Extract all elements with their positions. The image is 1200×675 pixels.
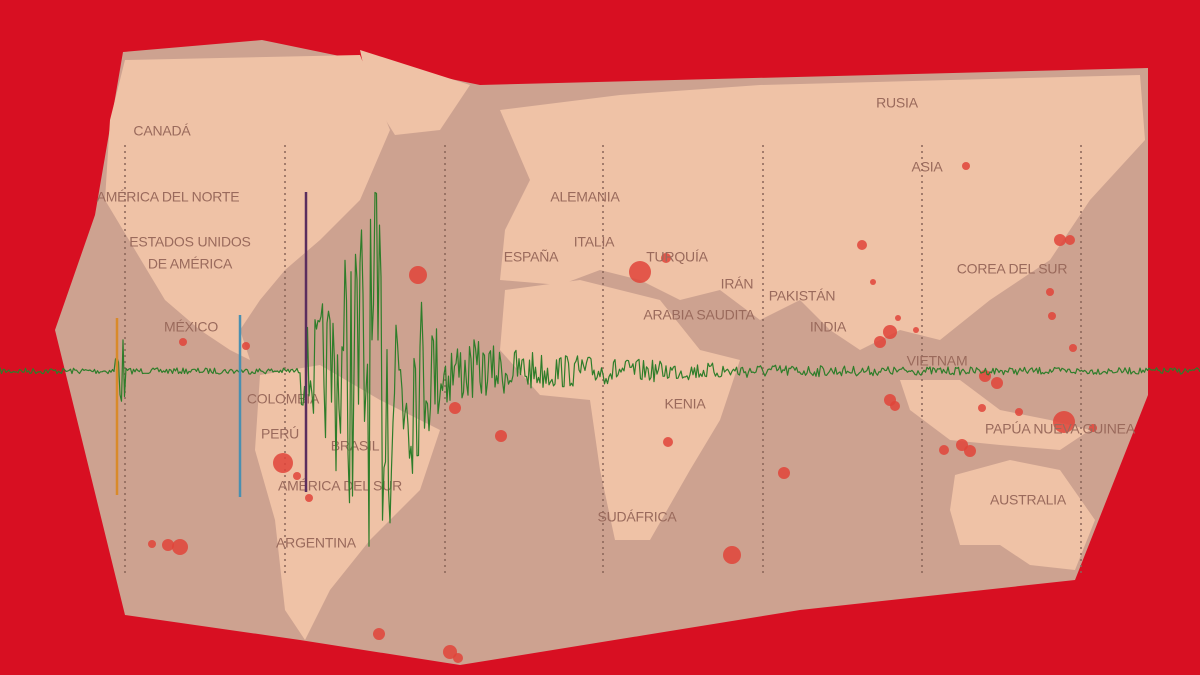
greenland xyxy=(360,50,470,135)
south-america xyxy=(255,365,440,640)
place-label: CANADÁ xyxy=(133,123,191,139)
earthquake-dot xyxy=(661,253,671,263)
earthquake-dot xyxy=(857,240,867,250)
earthquake-dot xyxy=(293,472,301,480)
southeast-asia xyxy=(900,380,1090,450)
earthquake-dot xyxy=(453,653,463,663)
place-label: ITALIA xyxy=(574,234,615,250)
eurasia xyxy=(500,75,1145,350)
africa xyxy=(500,280,740,540)
australia xyxy=(950,460,1095,570)
earthquake-dot xyxy=(870,279,876,285)
earthquake-dots xyxy=(148,162,1097,663)
earthquake-dot xyxy=(962,162,970,170)
place-label: ARABIA SAUDITA xyxy=(643,307,755,323)
earthquake-dot xyxy=(242,342,250,350)
place-label: PAKISTÁN xyxy=(769,288,836,304)
place-label: VIETNAM xyxy=(907,353,968,369)
earthquake-dot xyxy=(1046,288,1054,296)
earthquake-dot xyxy=(1015,408,1023,416)
earthquake-dot xyxy=(443,645,457,659)
earthquake-dot xyxy=(162,539,174,551)
earthquake-dot xyxy=(991,377,1003,389)
north-america xyxy=(105,55,390,360)
seismogram xyxy=(0,191,1200,547)
place-label: ESPAÑA xyxy=(504,249,559,265)
map-labels: CANADÁ AMÉRICA DEL NORTE ESTADOS UNIDOS DE … xyxy=(97,95,1136,551)
earthquake-dot xyxy=(148,540,156,548)
earthquake-dot xyxy=(172,539,188,555)
place-label: AMÉRICA DEL SUR xyxy=(278,478,402,494)
earthquake-dot xyxy=(1054,234,1066,246)
earthquake-dot xyxy=(373,628,385,640)
earthquake-dot xyxy=(964,445,976,457)
earthquake-dot xyxy=(1089,424,1097,432)
earthquake-dot xyxy=(1065,235,1075,245)
earthquake-dot xyxy=(663,437,673,447)
place-label: TURQUÍA xyxy=(646,249,708,265)
earthquake-dot xyxy=(273,453,293,473)
place-label: RUSIA xyxy=(876,95,919,111)
place-label: PAPÚA NUEVA GUINEA xyxy=(985,421,1136,437)
earthquake-dot xyxy=(723,546,741,564)
earthquake-dot xyxy=(1053,411,1075,433)
earthquake-dot xyxy=(939,445,949,455)
earthquake-dot xyxy=(874,336,886,348)
earthquake-dot xyxy=(409,266,427,284)
place-label: SUDÁFRICA xyxy=(597,509,677,525)
place-label: ARGENTINA xyxy=(276,535,357,551)
earthquake-dot xyxy=(1048,312,1056,320)
place-label: ALEMANIA xyxy=(550,189,620,205)
earthquake-dot xyxy=(495,430,507,442)
place-label: COREA DEL SUR xyxy=(957,261,1068,277)
earthquake-dot xyxy=(449,402,461,414)
earthquake-dot xyxy=(883,325,897,339)
land xyxy=(105,50,1145,640)
place-label: BRASIL xyxy=(331,438,380,454)
earthquake-dot xyxy=(305,494,313,502)
earthquake-dot xyxy=(629,261,651,283)
place-label: ASIA xyxy=(911,159,943,175)
earthquake-dot xyxy=(179,338,187,346)
earthquake-dot xyxy=(978,404,986,412)
earthquake-dot xyxy=(778,467,790,479)
place-label: MÉXICO xyxy=(164,319,218,335)
place-label: KENIA xyxy=(664,396,706,412)
place-label: AMÉRICA DEL NORTE xyxy=(97,189,240,205)
earthquake-dot xyxy=(1069,344,1077,352)
place-label: INDIA xyxy=(810,319,847,335)
earthquake-dot xyxy=(913,327,919,333)
place-label: ESTADOS UNIDOS xyxy=(129,234,250,250)
place-label: IRÁN xyxy=(721,276,754,292)
place-label: PERÚ xyxy=(261,426,299,442)
place-label: AUSTRALIA xyxy=(990,492,1067,508)
place-label: DE AMÉRICA xyxy=(148,256,233,272)
waveform xyxy=(0,191,1200,547)
earthquake-dot xyxy=(895,315,901,321)
earthquake-dot xyxy=(890,401,900,411)
